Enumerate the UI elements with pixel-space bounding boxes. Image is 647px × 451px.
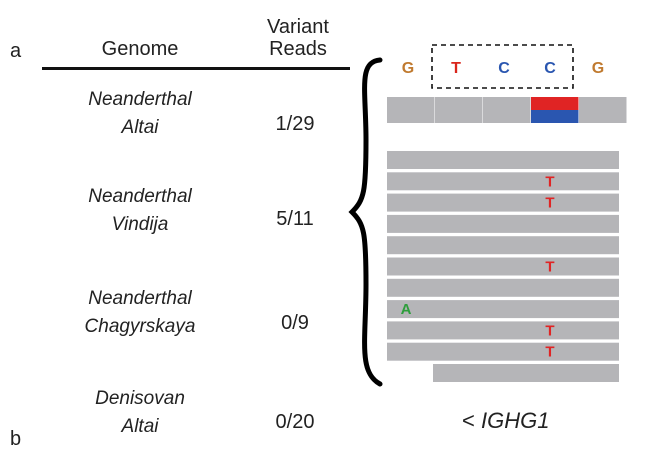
sequencing-read xyxy=(387,300,619,319)
coverage-bar xyxy=(483,97,531,123)
coverage-bar xyxy=(387,97,435,123)
sequencing-read xyxy=(387,321,619,340)
reference-base: C xyxy=(498,60,510,77)
sequencing-read xyxy=(387,257,619,276)
coverage-variant-top xyxy=(531,97,579,110)
variant-reads-value: 0/9 xyxy=(281,312,309,334)
genome-name-line2: Altai xyxy=(121,416,159,437)
read-mismatch-base: T xyxy=(545,259,554,276)
variant-reads-header-line2: Reads xyxy=(269,38,327,60)
variant-reads-column-header: Variant Reads xyxy=(248,16,348,60)
read-mismatch-base: T xyxy=(545,173,554,190)
highlight-dashed-box xyxy=(431,44,574,89)
gene-direction-marker: < xyxy=(462,408,481,433)
genome-row: Neanderthal Chagyrskaya xyxy=(40,285,240,341)
gene-label: < IGHG1 xyxy=(462,408,549,434)
genome-column-header: Genome xyxy=(101,38,179,60)
variant-reads-value: 0/20 xyxy=(275,411,315,433)
genome-name-line2: Chagyrskaya xyxy=(84,316,196,337)
genome-row: Denisovan Altai xyxy=(40,385,240,441)
genome-name-line2: Altai xyxy=(121,117,159,138)
sequencing-read xyxy=(387,236,619,255)
genome-name-line1: Neanderthal xyxy=(88,288,192,309)
gene-name: IGHG1 xyxy=(480,408,550,433)
genome-name-line1: Neanderthal xyxy=(88,89,192,110)
genome-name-line1: Denisovan xyxy=(95,388,185,409)
variant-reads-value: 5/11 xyxy=(276,208,314,230)
sequencing-read xyxy=(387,172,619,191)
coverage-variant-bottom xyxy=(531,110,579,123)
read-mismatch-base: A xyxy=(401,301,412,318)
sequencing-read xyxy=(387,214,619,233)
variant-reads-header-line1: Variant xyxy=(267,16,329,38)
sequencing-read xyxy=(387,151,619,169)
header-rule xyxy=(42,67,350,70)
panel-label-b: b xyxy=(10,428,22,450)
coverage-bar xyxy=(579,97,627,123)
reference-base: C xyxy=(544,60,556,77)
genome-name-line1: Neanderthal xyxy=(88,186,192,207)
curly-brace xyxy=(348,57,383,387)
read-mismatch-base: T xyxy=(545,344,554,361)
reference-base: T xyxy=(451,60,461,77)
read-mismatch-base: T xyxy=(545,322,554,339)
genome-row: Neanderthal Altai xyxy=(40,86,240,142)
genome-name-line2: Vindija xyxy=(111,214,169,235)
reference-base: G xyxy=(402,60,414,77)
reference-base: G xyxy=(592,60,604,77)
sequencing-read xyxy=(387,193,619,212)
variant-reads-value: 1/29 xyxy=(275,113,315,135)
sequencing-read xyxy=(387,278,619,297)
panel-label-a: a xyxy=(10,40,22,62)
sequencing-read xyxy=(433,364,619,382)
genome-row: Neanderthal Vindija xyxy=(40,183,240,239)
read-mismatch-base: T xyxy=(545,195,554,212)
coverage-bar xyxy=(435,97,483,123)
sequencing-read xyxy=(387,342,619,361)
